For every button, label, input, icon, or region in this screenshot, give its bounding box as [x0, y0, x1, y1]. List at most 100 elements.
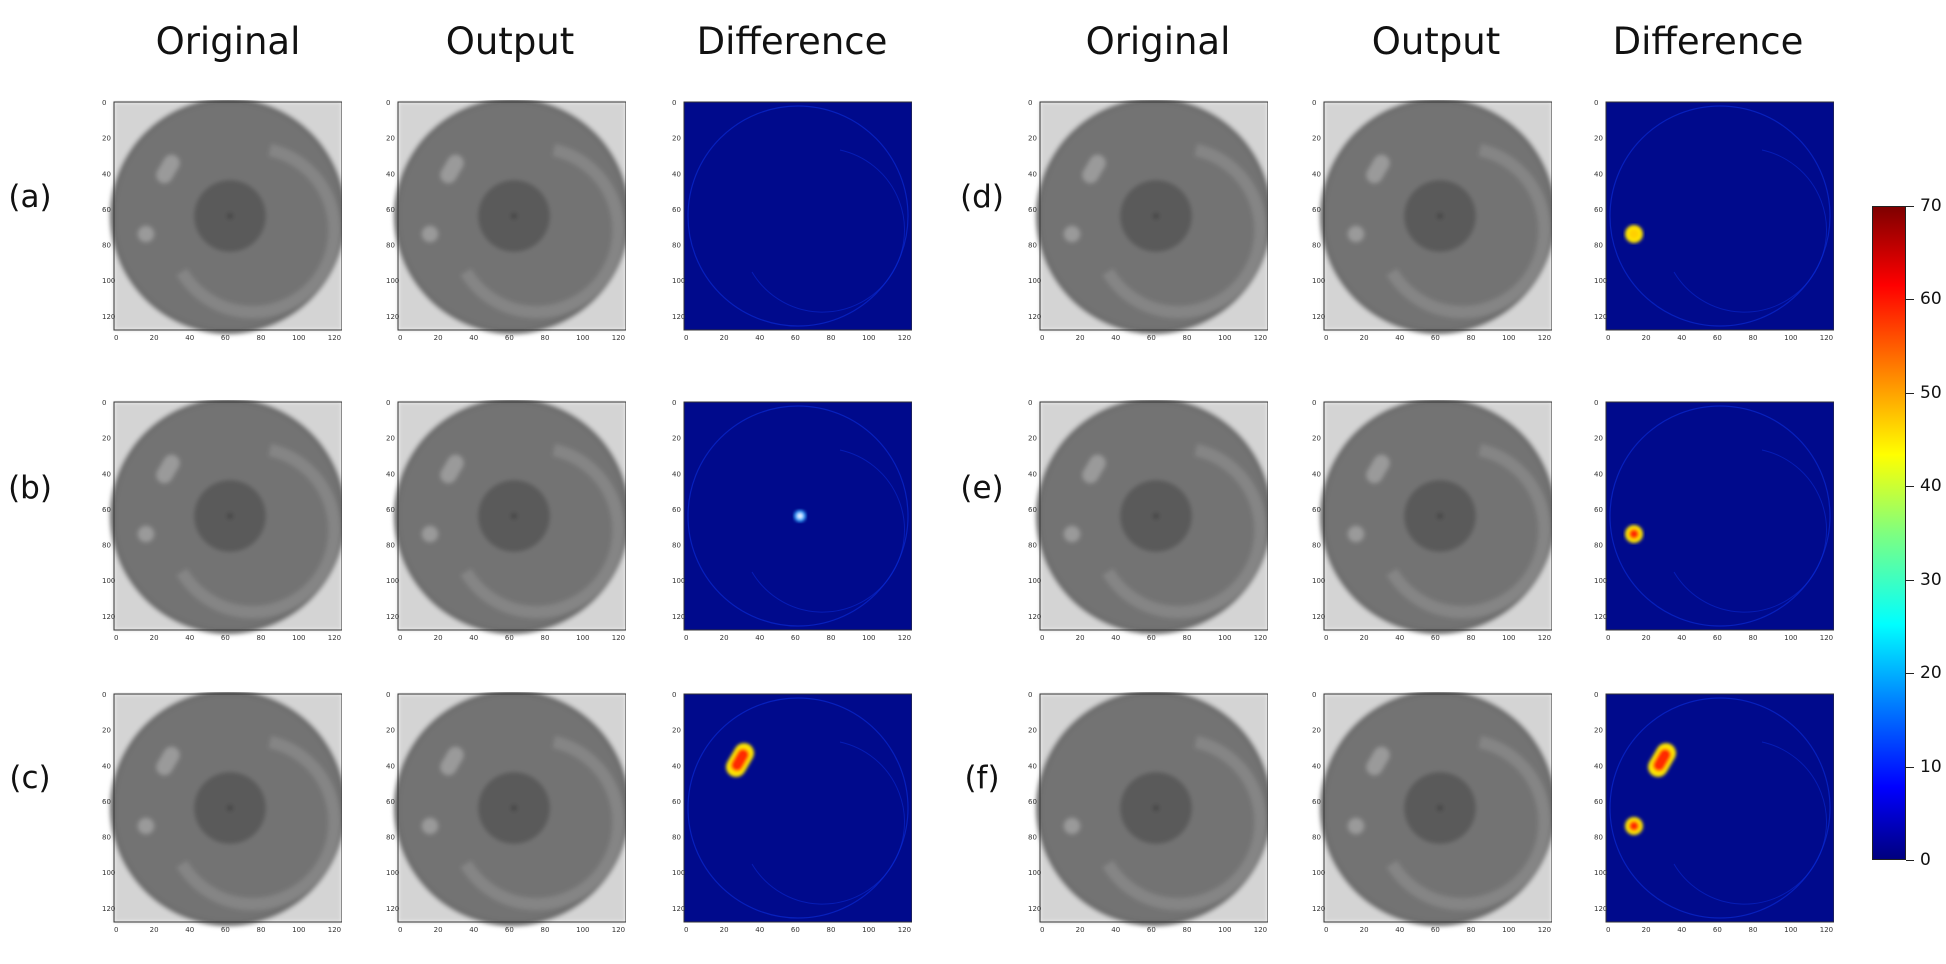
- arc-marker: [1386, 144, 1551, 319]
- panel-b-output-image: [394, 400, 626, 634]
- y-tick-label: 40: [386, 470, 395, 478]
- panel-e-output-axes: 0 0 20 20 40 40 60 60 80 80 100 100 120 120: [1312, 400, 1551, 642]
- y-tick-label: 60: [386, 506, 395, 514]
- x-tick-label: 60: [791, 334, 800, 342]
- y-tick-label: 120: [386, 313, 399, 321]
- x-tick-label: 60: [505, 926, 514, 934]
- x-tick-label: 0: [1040, 634, 1044, 642]
- y-tick-label: 40: [102, 762, 111, 770]
- y-tick-label: 80: [386, 834, 395, 842]
- row-label-f: (f): [964, 760, 1000, 796]
- panel-e-original: 0 0 20 20 40 40 60 60 80 80 100 100 120 120: [1028, 400, 1268, 642]
- x-tick-label: 20: [1076, 634, 1085, 642]
- y-tick-label: 40: [672, 170, 681, 178]
- panel-a-original: 0 0 20 20 40 40 60 60 80 80 100 100 120 120: [102, 100, 342, 342]
- x-tick-label: 60: [791, 926, 800, 934]
- x-tick-label: 100: [1218, 926, 1231, 934]
- colorbar-tick-label: 60: [1920, 289, 1942, 310]
- x-tick-label: 20: [1360, 634, 1369, 642]
- y-tick-label: 0: [386, 692, 390, 699]
- x-tick-label: 80: [1467, 926, 1476, 934]
- x-tick-label: 60: [791, 634, 800, 642]
- y-tick-label: 100: [1312, 577, 1325, 585]
- panel-d-output-image: [1320, 100, 1552, 334]
- panel-d-difference-image: [1606, 102, 1834, 330]
- y-tick-label: 80: [1028, 834, 1037, 842]
- x-tick-label: 120: [898, 334, 911, 342]
- colorbar-tick-label: 20: [1920, 663, 1942, 684]
- y-tick-label: 0: [672, 400, 676, 407]
- x-tick-label: 40: [1111, 926, 1120, 934]
- colorbar-tick-mark: [1906, 579, 1914, 581]
- y-tick-label: 20: [386, 435, 395, 443]
- panel-a-original-image: [110, 100, 342, 334]
- dot-marker: [1348, 526, 1364, 542]
- panel-d-original-image: [1036, 100, 1268, 334]
- y-tick-label: 80: [1028, 242, 1037, 250]
- y-tick-label: 60: [672, 798, 681, 806]
- row-label-d: (d): [960, 179, 1004, 215]
- y-tick-label: 80: [672, 542, 681, 550]
- x-tick-label: 100: [1218, 634, 1231, 642]
- colorbar-tick-mark: [1906, 206, 1914, 207]
- y-tick-label: 40: [1594, 170, 1603, 178]
- y-tick-label: 80: [1312, 542, 1321, 550]
- x-tick-label: 80: [827, 926, 836, 934]
- x-tick-label: 20: [150, 634, 159, 642]
- y-tick-label: 120: [672, 313, 685, 321]
- x-tick-label: 20: [720, 926, 729, 934]
- x-tick-label: 20: [1360, 334, 1369, 342]
- x-tick-label: 40: [1395, 634, 1404, 642]
- panel-e-difference-image: [1606, 402, 1834, 630]
- y-tick-label: 120: [1028, 613, 1041, 621]
- panel-c-original-axes: 0 0 20 20 40 40 60 60 80 80 100 100 120 120: [102, 692, 341, 934]
- x-tick-label: 60: [505, 334, 514, 342]
- y-tick-label: 120: [102, 613, 115, 621]
- y-tick-label: 0: [1594, 692, 1598, 699]
- y-tick-label: 100: [386, 577, 399, 585]
- panel-f-difference-image: [1606, 694, 1834, 922]
- colorbar: [1872, 206, 1906, 860]
- y-tick-label: 0: [1028, 100, 1032, 107]
- colorbar-tick-label: 40: [1920, 476, 1942, 497]
- x-tick-label: 40: [185, 334, 194, 342]
- x-tick-label: 0: [398, 334, 402, 342]
- x-tick-label: 60: [1147, 634, 1156, 642]
- panel-a-difference: 0 0 20 20 40 40 60 60 80 80 100 100 120 120: [672, 100, 912, 342]
- y-tick-label: 40: [1312, 762, 1321, 770]
- x-tick-label: 40: [185, 926, 194, 934]
- dot-marker: [138, 226, 154, 242]
- pill-marker: [156, 746, 180, 776]
- y-tick-label: 0: [672, 692, 676, 699]
- x-tick-label: 40: [469, 926, 478, 934]
- y-tick-label: 80: [386, 542, 395, 550]
- x-tick-label: 100: [862, 926, 875, 934]
- panel-e-output: 0 0 20 20 40 40 60 60 80 80 100 100 120 120: [1312, 400, 1552, 642]
- colorbar-tick-mark: [1906, 673, 1914, 675]
- y-tick-label: 40: [1028, 470, 1037, 478]
- x-tick-label: 120: [612, 634, 625, 642]
- x-tick-label: 120: [328, 334, 341, 342]
- panel-c-difference: 0 0 20 20 40 40 60 60 80 80 100 100 120 120: [672, 692, 912, 934]
- x-tick-label: 0: [114, 334, 118, 342]
- x-tick-label: 0: [1040, 926, 1044, 934]
- y-tick-label: 80: [386, 242, 395, 250]
- x-tick-label: 20: [150, 926, 159, 934]
- dot-marker: [1064, 818, 1080, 834]
- x-tick-label: 100: [292, 334, 305, 342]
- x-tick-label: 40: [755, 926, 764, 934]
- y-tick-label: 120: [386, 905, 399, 913]
- y-tick-label: 120: [1312, 313, 1325, 321]
- panel-c-original: 0 0 20 20 40 40 60 60 80 80 100 100 120 120: [102, 692, 342, 934]
- pill-marker: [440, 454, 464, 484]
- panel-a-difference-image: [684, 102, 912, 330]
- y-tick-label: 60: [1028, 798, 1037, 806]
- y-tick-label: 60: [1312, 798, 1321, 806]
- x-tick-label: 40: [755, 634, 764, 642]
- y-tick-label: 100: [672, 577, 685, 585]
- y-tick-label: 60: [1594, 506, 1603, 514]
- x-tick-label: 60: [1147, 334, 1156, 342]
- panel-f-output-image: [1320, 692, 1552, 926]
- x-tick-label: 0: [684, 926, 688, 934]
- y-tick-label: 0: [1028, 400, 1032, 407]
